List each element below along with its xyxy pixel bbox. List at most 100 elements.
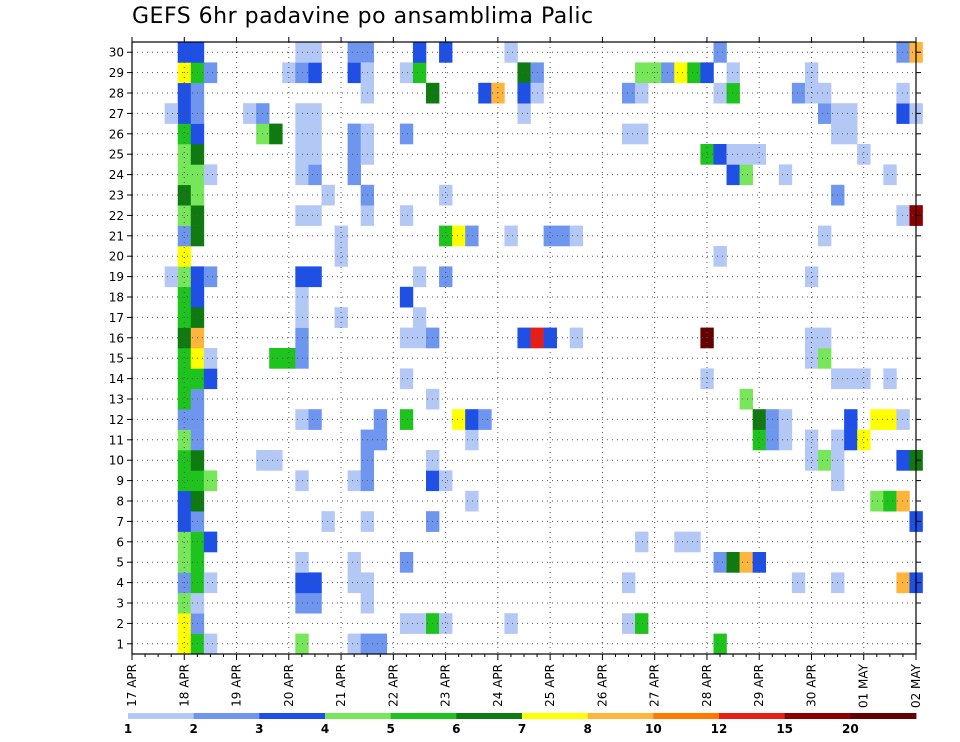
heatmap-cell [308, 123, 322, 145]
heatmap-cell [896, 490, 910, 512]
heatmap-cell [347, 144, 361, 165]
heatmap-cell [674, 62, 688, 84]
y-tick-label: 27 [109, 107, 124, 121]
heatmap-cell [308, 164, 322, 186]
heatmap-cell [504, 42, 518, 63]
heatmap-cell [412, 42, 427, 63]
heatmap-cell [883, 409, 897, 430]
heatmap-cell [778, 429, 793, 451]
x-tick-label: 28 APR [700, 664, 714, 707]
heatmap-cell [177, 266, 192, 288]
heatmap-cell [177, 123, 192, 145]
heatmap-cell [635, 613, 649, 634]
heatmap-cell [308, 144, 322, 165]
y-tick-label: 8 [116, 495, 124, 509]
heatmap-cell [569, 225, 584, 247]
heatmap-cell [203, 633, 218, 655]
colorbar-label: 3 [255, 722, 263, 736]
heatmap-cell [844, 409, 858, 430]
heatmap-cell [308, 409, 322, 430]
colorbar-segment [456, 713, 523, 719]
x-tick-label: 21 APR [334, 664, 348, 707]
y-tick-label: 20 [109, 250, 124, 264]
heatmap-cell [177, 592, 192, 614]
heatmap-cell [452, 225, 466, 247]
heatmap-cell [491, 82, 505, 104]
heatmap-cell [347, 42, 361, 63]
y-tick-label: 28 [109, 87, 124, 101]
heatmap-cell [399, 286, 414, 308]
x-tick-label: 20 APR [282, 664, 296, 707]
heatmap-cell [203, 531, 218, 553]
y-tick-label: 18 [109, 291, 124, 305]
heatmap-cell [896, 450, 910, 471]
heatmap-cell [543, 225, 557, 247]
heatmap-cell [778, 409, 793, 430]
heatmap-cell [896, 42, 910, 63]
heatmap-cell [439, 225, 453, 247]
x-tick-label: 26 APR [595, 664, 609, 707]
heatmap-cell [504, 225, 518, 247]
colorbar-label: 7 [518, 722, 526, 736]
heatmap-cell [308, 205, 322, 226]
colorbar-label: 12 [711, 722, 728, 736]
colorbar-segment [325, 713, 392, 719]
heatmap-cell [726, 552, 740, 573]
heatmap-cell [203, 470, 218, 492]
heatmap-cell [203, 62, 218, 84]
heatmap-cell [556, 225, 571, 247]
heatmap-cell [308, 572, 322, 594]
heatmap-cell [269, 123, 283, 145]
heatmap-cell [896, 205, 910, 226]
heatmap-cell [177, 348, 192, 369]
heatmap-cell [870, 409, 884, 430]
heatmap-cell [517, 103, 531, 124]
heatmap-cell [569, 327, 584, 349]
heatmap-cell [164, 103, 179, 124]
heatmap-cell [726, 82, 740, 104]
heatmap-cell [517, 327, 531, 349]
y-tick-label: 10 [109, 454, 124, 468]
y-tick-label: 3 [116, 597, 124, 611]
x-tick-label: 27 APR [648, 664, 662, 707]
heatmap-cell [713, 633, 727, 655]
chart-title: GEFS 6hr padavine po ansamblima Palic [132, 4, 594, 29]
heatmap-cell [439, 184, 453, 206]
y-tick-label: 13 [109, 393, 124, 407]
y-tick-label: 26 [109, 127, 124, 141]
colorbar-segment [587, 713, 654, 719]
colorbar-label: 5 [386, 722, 394, 736]
x-tick-label: 23 APR [439, 664, 453, 707]
x-tick-label: 18 APR [177, 664, 191, 707]
heatmap-cell [439, 470, 453, 492]
heatmap-cell [713, 82, 727, 104]
heatmap-cell [818, 103, 832, 124]
y-tick-label: 6 [116, 535, 124, 549]
colorbar-segment [390, 713, 457, 719]
heatmap-cell [177, 429, 192, 451]
heatmap-cell [177, 184, 192, 206]
heatmap-cell [804, 429, 819, 451]
heatmap-cell [818, 348, 832, 369]
y-tick-label: 11 [109, 433, 124, 447]
x-tick-label: 02 MAY [909, 663, 923, 708]
heatmap-cell [177, 633, 192, 655]
heatmap-cell [347, 572, 361, 594]
heatmap-cell [739, 388, 753, 410]
heatmap-cell [870, 490, 884, 512]
heatmap-cell [478, 409, 492, 430]
y-tick-label: 22 [109, 209, 124, 223]
heatmap-cell [347, 470, 361, 492]
y-tick-label: 15 [109, 352, 124, 366]
heatmap-cell [177, 409, 192, 430]
heatmap-cell [844, 368, 858, 390]
heatmap-cell [844, 429, 858, 451]
heatmap-cell [818, 450, 832, 471]
heatmap-cell [713, 552, 727, 573]
heatmap-cell [896, 103, 910, 124]
heatmap-cell [674, 531, 688, 553]
heatmap-cell [203, 368, 218, 390]
heatmap-cell [399, 409, 414, 430]
y-tick-label: 30 [109, 46, 124, 60]
heatmap-cell [517, 82, 531, 104]
